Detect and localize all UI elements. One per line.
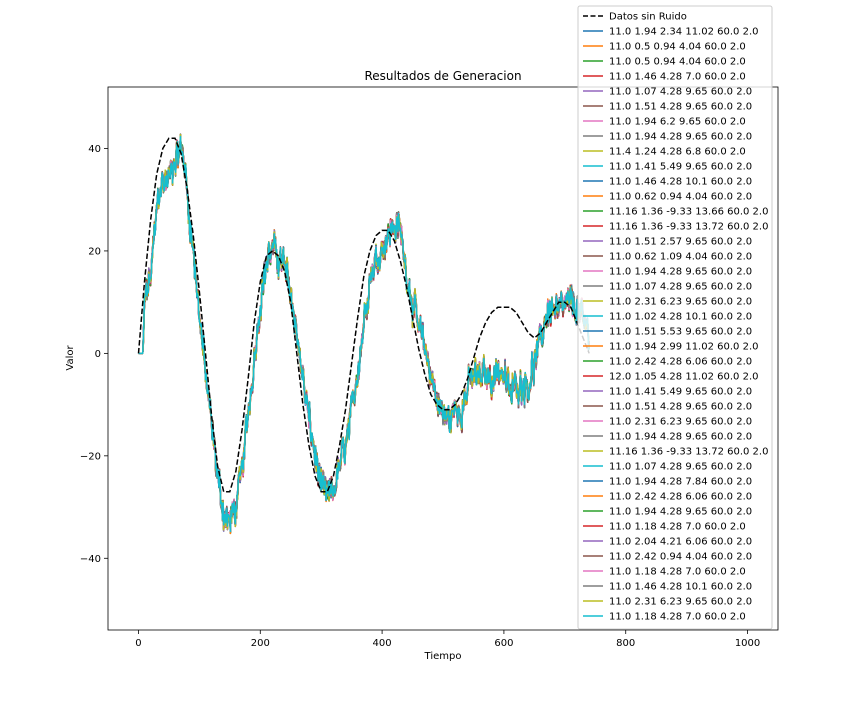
legend-label: 11.0 0.5 0.94 4.04 60.0 2.0 [609, 57, 746, 68]
y-axis: −40 −20 0 20 40 [80, 144, 108, 565]
legend-box [577, 5, 773, 630]
legend-label: 11.0 1.46 4.28 7.0 60.0 2.0 [609, 72, 746, 83]
legend-label: 11.0 1.94 6.2 9.65 60.0 2.0 [609, 117, 746, 128]
noisy-series-group [138, 133, 590, 535]
x-axis-title: Tiempo [424, 651, 462, 662]
legend-label: 11.0 1.41 5.49 9.65 60.0 2.0 [609, 387, 752, 398]
legend-label: 12.0 1.05 4.28 11.02 60.0 2.0 [609, 372, 759, 383]
x-tick-label: 1000 [735, 638, 760, 649]
y-tick-label: −40 [80, 554, 101, 565]
reference-series-group [137, 137, 590, 493]
legend-label: 11.0 1.51 5.53 9.65 60.0 2.0 [609, 327, 752, 338]
reference-series-line [137, 137, 590, 493]
legend-label: 11.0 1.18 4.28 7.0 60.0 2.0 [609, 612, 746, 623]
legend-label: 11.0 1.94 4.28 9.65 60.0 2.0 [609, 507, 752, 518]
legend-label: 11.0 0.62 1.09 4.04 60.0 2.0 [609, 252, 752, 263]
legend-label: 11.0 2.31 6.23 9.65 60.0 2.0 [609, 417, 752, 428]
legend-label: 11.0 2.42 0.94 4.04 60.0 2.0 [609, 552, 752, 563]
legend-label: 11.16 1.36 -9.33 13.66 60.0 2.0 [609, 207, 768, 218]
legend-label: 11.0 2.42 4.28 6.06 60.0 2.0 [609, 492, 752, 503]
legend-label: 11.0 1.07 4.28 9.65 60.0 2.0 [609, 282, 752, 293]
legend-label: 11.0 2.42 4.28 6.06 60.0 2.0 [609, 357, 752, 368]
x-tick-label: 800 [616, 638, 635, 649]
legend-label: 11.0 1.07 4.28 9.65 60.0 2.0 [609, 462, 752, 473]
legend-label: 11.0 0.5 0.94 4.04 60.0 2.0 [609, 42, 746, 53]
y-tick-label: −20 [80, 451, 101, 462]
x-tick-label: 200 [251, 638, 270, 649]
legend-label: 11.0 1.51 4.28 9.65 60.0 2.0 [609, 402, 752, 413]
legend-label: 11.0 1.51 4.28 9.65 60.0 2.0 [609, 102, 752, 113]
legend-label: 11.0 2.31 6.23 9.65 60.0 2.0 [609, 597, 752, 608]
legend-label: 11.16 1.36 -9.33 13.72 60.0 2.0 [609, 447, 768, 458]
y-axis-title: Valor [65, 345, 76, 371]
legend-label: 11.0 1.94 2.99 11.02 60.0 2.0 [609, 342, 759, 353]
chart-title: Resultados de Generacion [364, 69, 521, 83]
legend-label: 11.0 1.41 5.49 9.65 60.0 2.0 [609, 162, 752, 173]
legend-label: 11.0 1.18 4.28 7.0 60.0 2.0 [609, 522, 746, 533]
legend-label: 11.0 1.51 2.57 9.65 60.0 2.0 [609, 237, 752, 248]
axes-frame [107, 86, 779, 631]
legend-label: 11.0 1.94 4.28 9.65 60.0 2.0 [609, 267, 752, 278]
x-axis: 0 200 400 600 800 1000 [135, 630, 760, 649]
legend-label: 11.16 1.36 -9.33 13.72 60.0 2.0 [609, 222, 768, 233]
x-tick-label: 600 [494, 638, 513, 649]
legend: Datos sin Ruido 11.0 1.94 2.34 11.02 60.0… [577, 5, 773, 630]
legend-label: 11.0 1.02 4.28 10.1 60.0 2.0 [609, 312, 752, 323]
legend-label: 11.0 1.18 4.28 7.0 60.0 2.0 [609, 567, 746, 578]
legend-label: 11.0 2.31 6.23 9.65 60.0 2.0 [609, 297, 752, 308]
legend-label: 11.0 2.04 4.21 6.06 60.0 2.0 [609, 537, 752, 548]
legend-label: Datos sin Ruido [609, 12, 687, 23]
y-tick-label: 20 [88, 246, 101, 257]
y-tick-label: 40 [88, 144, 101, 155]
legend-label: 11.0 0.62 0.94 4.04 60.0 2.0 [609, 192, 752, 203]
legend-label: 11.0 1.07 4.28 9.65 60.0 2.0 [609, 87, 752, 98]
x-tick-label: 0 [135, 638, 141, 649]
plot-area [107, 86, 779, 631]
legend-label: 11.0 1.94 2.34 11.02 60.0 2.0 [609, 27, 759, 38]
legend-label: 11.0 1.94 4.28 9.65 60.0 2.0 [609, 432, 752, 443]
legend-label: 11.0 1.46 4.28 10.1 60.0 2.0 [609, 177, 752, 188]
legend-label: 11.4 1.24 4.28 6.8 60.0 2.0 [609, 147, 746, 158]
y-tick-label: 0 [95, 349, 101, 360]
x-tick-label: 400 [373, 638, 392, 649]
legend-label: 11.0 1.46 4.28 10.1 60.0 2.0 [609, 582, 752, 593]
series-line [138, 135, 590, 533]
legend-label: 11.0 1.94 4.28 7.84 60.0 2.0 [609, 477, 752, 488]
legend-label: 11.0 1.94 4.28 9.65 60.0 2.0 [609, 132, 752, 143]
